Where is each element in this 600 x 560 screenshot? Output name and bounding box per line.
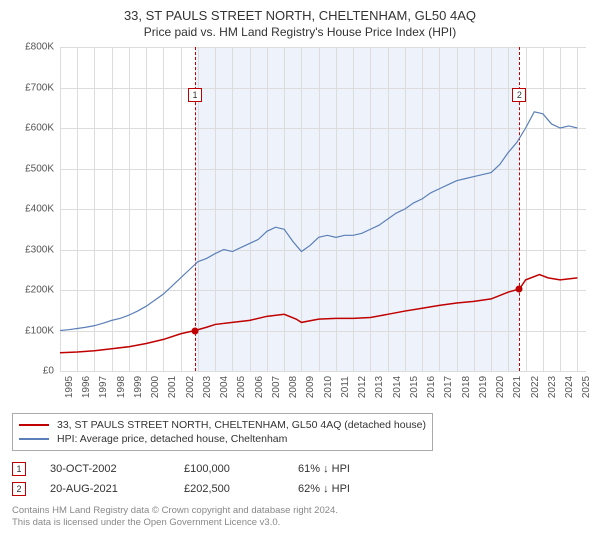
x-axis-label: 2021 (508, 376, 523, 398)
chart-subtitle: Price paid vs. HM Land Registry's House … (12, 25, 588, 39)
x-axis-label: 2018 (457, 376, 472, 398)
sale-price: £100,000 (184, 463, 274, 475)
x-axis-label: 2000 (146, 376, 161, 398)
chart-container: 33, ST PAULS STREET NORTH, CHELTENHAM, G… (0, 0, 600, 560)
table-row: 1 30-OCT-2002 £100,000 61% ↓ HPI (12, 459, 588, 479)
legend-label: 33, ST PAULS STREET NORTH, CHELTENHAM, G… (57, 419, 426, 431)
reference-marker: 2 (512, 88, 526, 102)
legend-swatch (19, 438, 49, 440)
y-axis-label: £400K (25, 204, 60, 215)
x-axis-label: 2011 (336, 376, 351, 398)
y-axis-label: £200K (25, 285, 60, 296)
row-marker: 2 (12, 482, 26, 496)
x-axis-label: 2024 (560, 376, 575, 398)
x-axis-label: 2015 (405, 376, 420, 398)
legend-item: HPI: Average price, detached house, Chel… (19, 432, 426, 446)
sale-price: £202,500 (184, 483, 274, 495)
sale-delta: 62% ↓ HPI (298, 483, 350, 495)
sale-delta: 61% ↓ HPI (298, 463, 350, 475)
chart-area: £0£100K£200K£300K£400K£500K£600K£700K£80… (12, 47, 588, 407)
sale-date: 20-AUG-2021 (50, 483, 160, 495)
x-axis-label: 2008 (284, 376, 299, 398)
footer-line: This data is licensed under the Open Gov… (12, 517, 588, 529)
sales-table: 1 30-OCT-2002 £100,000 61% ↓ HPI 2 20-AU… (12, 459, 588, 499)
row-marker: 1 (12, 462, 26, 476)
x-axis-label: 1996 (77, 376, 92, 398)
footer: Contains HM Land Registry data © Crown c… (12, 505, 588, 530)
x-axis-label: 2001 (163, 376, 178, 398)
y-axis-label: £100K (25, 325, 60, 336)
x-axis-label: 2004 (215, 376, 230, 398)
x-axis-label: 1997 (94, 376, 109, 398)
x-axis-label: 2002 (181, 376, 196, 398)
y-axis-label: £300K (25, 244, 60, 255)
sale-date: 30-OCT-2002 (50, 463, 160, 475)
series-line-hpi (60, 112, 577, 331)
x-axis-label: 2019 (474, 376, 489, 398)
data-point-dot (516, 285, 523, 292)
x-axis-label: 2025 (577, 376, 592, 398)
legend-item: 33, ST PAULS STREET NORTH, CHELTENHAM, G… (19, 418, 426, 432)
x-axis-label: 2009 (301, 376, 316, 398)
legend: 33, ST PAULS STREET NORTH, CHELTENHAM, G… (12, 413, 433, 451)
x-axis-label: 2006 (250, 376, 265, 398)
y-axis-label: £500K (25, 163, 60, 174)
x-axis-label: 2003 (198, 376, 213, 398)
x-axis-label: 2023 (543, 376, 558, 398)
x-axis-label: 2013 (370, 376, 385, 398)
x-axis-label: 1998 (112, 376, 127, 398)
gridline-h (60, 371, 586, 372)
data-point-dot (192, 327, 199, 334)
x-axis-label: 2020 (491, 376, 506, 398)
x-axis-label: 2012 (353, 376, 368, 398)
x-axis-label: 2017 (439, 376, 454, 398)
y-axis-label: £700K (25, 82, 60, 93)
y-axis-label: £600K (25, 123, 60, 134)
x-axis-label: 1999 (129, 376, 144, 398)
reference-marker: 1 (188, 88, 202, 102)
x-axis-label: 1995 (60, 376, 75, 398)
table-row: 2 20-AUG-2021 £202,500 62% ↓ HPI (12, 479, 588, 499)
x-axis-label: 2005 (232, 376, 247, 398)
chart-title: 33, ST PAULS STREET NORTH, CHELTENHAM, G… (12, 8, 588, 23)
footer-line: Contains HM Land Registry data © Crown c… (12, 505, 588, 517)
x-axis-label: 2016 (422, 376, 437, 398)
y-axis-label: £800K (25, 42, 60, 53)
chart-lines-svg (60, 47, 586, 371)
y-axis-label: £0 (43, 366, 60, 377)
legend-swatch (19, 424, 49, 426)
legend-label: HPI: Average price, detached house, Chel… (57, 433, 287, 445)
x-axis-label: 2010 (319, 376, 334, 398)
x-axis-label: 2007 (267, 376, 282, 398)
x-axis-label: 2022 (526, 376, 541, 398)
x-axis-label: 2014 (388, 376, 403, 398)
series-line-property (60, 275, 577, 353)
plot-region: £0£100K£200K£300K£400K£500K£600K£700K£80… (60, 47, 586, 371)
